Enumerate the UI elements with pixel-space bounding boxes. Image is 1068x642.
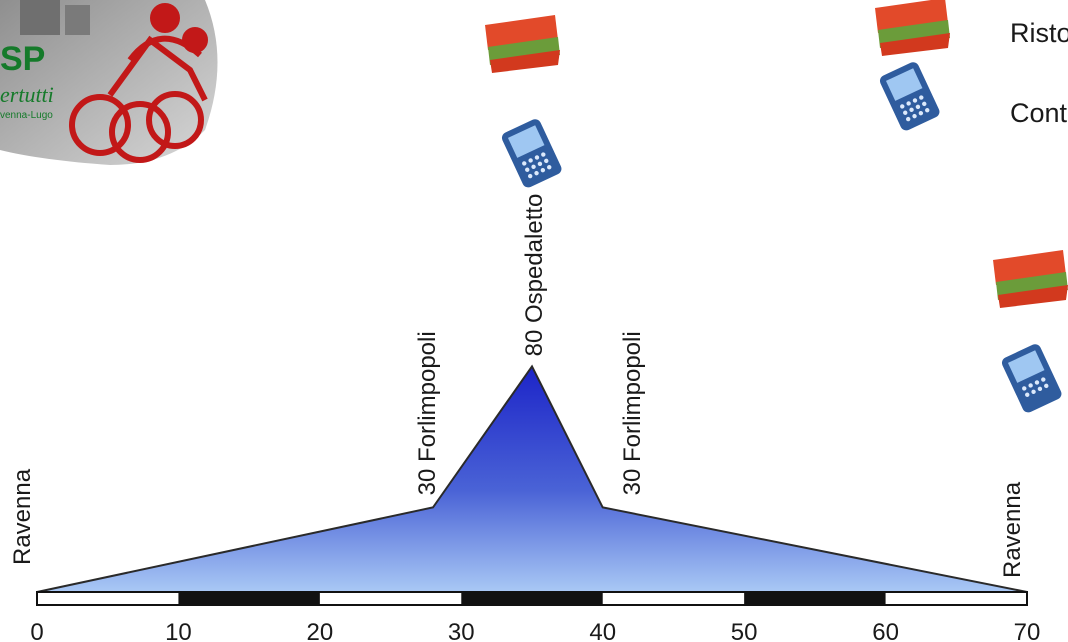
club-logo: SP ertutti venna-Lugo (0, 0, 218, 165)
x-tick-label: 0 (30, 619, 43, 642)
legend-icons (875, 0, 950, 131)
legend-label-restaurant: Risto (1010, 18, 1068, 48)
scale-segment (744, 592, 886, 605)
x-tick-label: 20 (307, 619, 334, 642)
x-tick-label: 50 (731, 619, 758, 642)
summit-mobile-phone-icon (501, 119, 562, 188)
logo-brand: SP (0, 40, 45, 78)
location-label: 30 Forlimpopoli (619, 331, 646, 495)
legend-mobile-phone-icon (879, 62, 940, 131)
legend-label-contact: Cont (1010, 98, 1068, 128)
x-tick-label: 40 (589, 619, 616, 642)
x-tick-label: 70 (1014, 619, 1041, 642)
finish-food-box-icon (993, 250, 1068, 308)
location-label: Ravenna (9, 468, 36, 565)
location-label: 30 Forlimpopoli (414, 331, 441, 495)
finish-icons (993, 250, 1068, 413)
x-tick-label: 60 (872, 619, 899, 642)
scale-segment (178, 592, 320, 605)
profile-area (36, 364, 1028, 593)
summit-icons (485, 15, 562, 188)
legend-food-box-icon (875, 0, 950, 56)
x-tick-label: 30 (448, 619, 475, 642)
scale-segment (461, 592, 603, 605)
logo-place: venna-Lugo (0, 110, 53, 121)
x-tick-label: 10 (165, 619, 192, 642)
location-label: Ravenna (999, 481, 1026, 578)
logo-tagline: ertutti (0, 82, 54, 107)
cyclists-illustration (69, 3, 208, 163)
summit-food-box-icon (485, 15, 560, 73)
location-label: 80 Ospedaletto (521, 194, 548, 357)
finish-mobile-phone-icon (1001, 344, 1062, 413)
